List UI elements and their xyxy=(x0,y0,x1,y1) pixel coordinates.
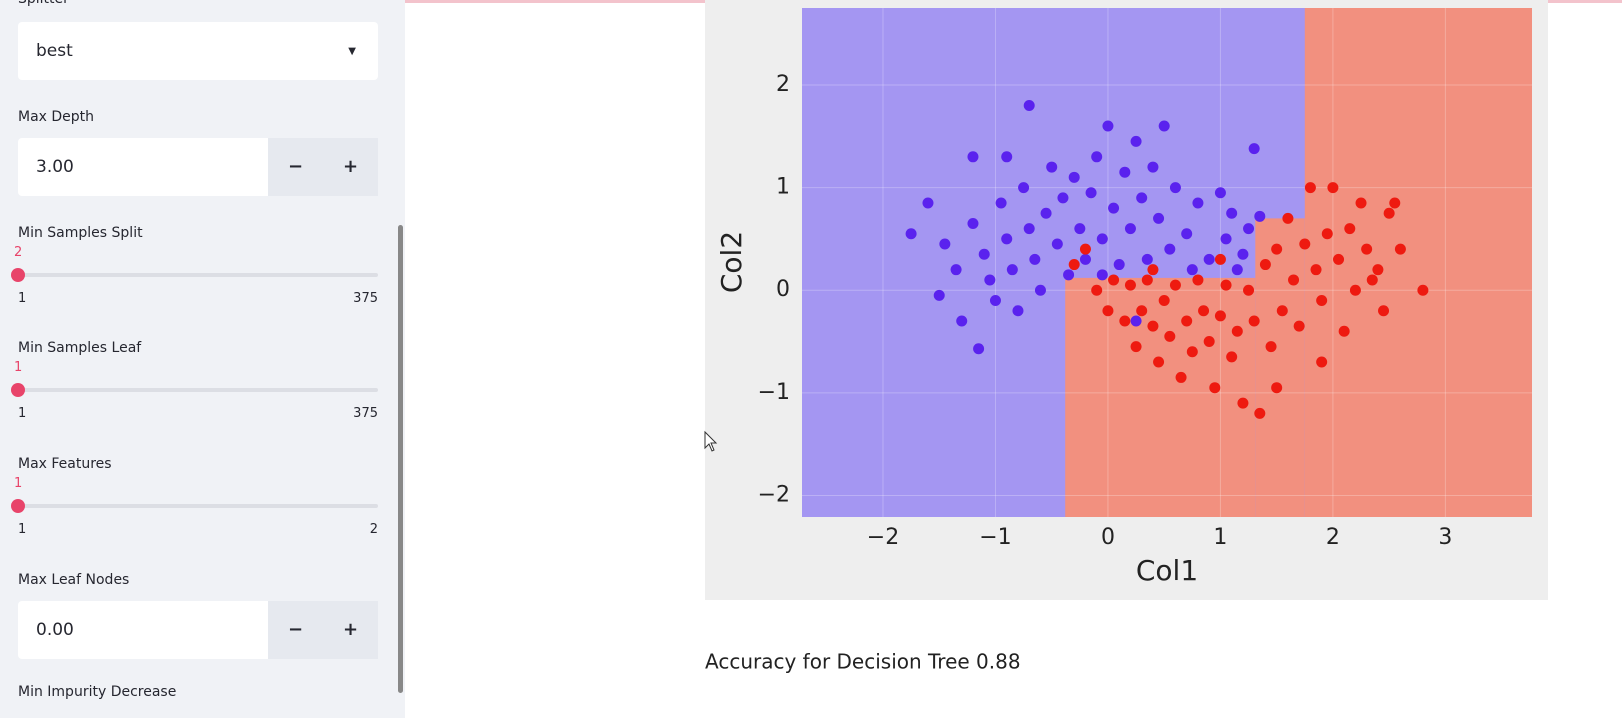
slider-min: 1 xyxy=(18,291,27,306)
label: Max Leaf Nodes xyxy=(18,572,130,588)
plus-button[interactable]: + xyxy=(342,619,359,640)
sidebar: Splitter best▼ Max Depth 3.00 −+ Min Sam… xyxy=(0,0,405,718)
accuracy-text: Accuracy for Decision Tree 0.88 xyxy=(705,650,1021,674)
slider-thumb[interactable] xyxy=(11,499,25,513)
slider-value: 1 xyxy=(14,476,23,491)
slider-thumb[interactable] xyxy=(11,268,25,282)
slider-max: 375 xyxy=(353,291,378,306)
chart-frame xyxy=(705,0,1548,600)
label: Max Depth xyxy=(18,109,95,125)
stepper: − + xyxy=(268,601,378,659)
number-input[interactable]: 0.00 xyxy=(18,601,268,659)
slider-track xyxy=(18,388,378,392)
label: Min Impurity Decrease xyxy=(18,684,177,700)
label: Min Samples Leaf xyxy=(18,340,142,356)
slider-track xyxy=(18,273,378,277)
select[interactable]: best ▼ xyxy=(18,22,378,80)
dropdown-arrow: ▼ xyxy=(348,45,356,57)
slider-thumb[interactable] xyxy=(11,383,25,397)
slider-value: 2 xyxy=(14,245,23,260)
scrollbar[interactable] xyxy=(398,225,403,693)
slider-track xyxy=(18,504,378,508)
input-value: 3.00 xyxy=(36,157,74,177)
label: Splitter xyxy=(18,0,69,7)
input-value: 0.00 xyxy=(36,620,74,640)
minus-button[interactable]: − xyxy=(287,156,304,177)
label: Min Samples Split xyxy=(18,225,143,241)
plus-button[interactable]: + xyxy=(342,156,359,177)
slider-value: 1 xyxy=(14,360,23,375)
minus-button[interactable]: − xyxy=(287,619,304,640)
label: Max Features xyxy=(18,456,112,472)
slider-max: 375 xyxy=(353,406,378,421)
stepper: − + xyxy=(268,138,378,196)
slider-max: 2 xyxy=(369,522,378,537)
slider-min: 1 xyxy=(18,406,27,421)
number-input[interactable]: 3.00 xyxy=(18,138,268,196)
select-value: best xyxy=(36,41,73,61)
slider-min: 1 xyxy=(18,522,27,537)
